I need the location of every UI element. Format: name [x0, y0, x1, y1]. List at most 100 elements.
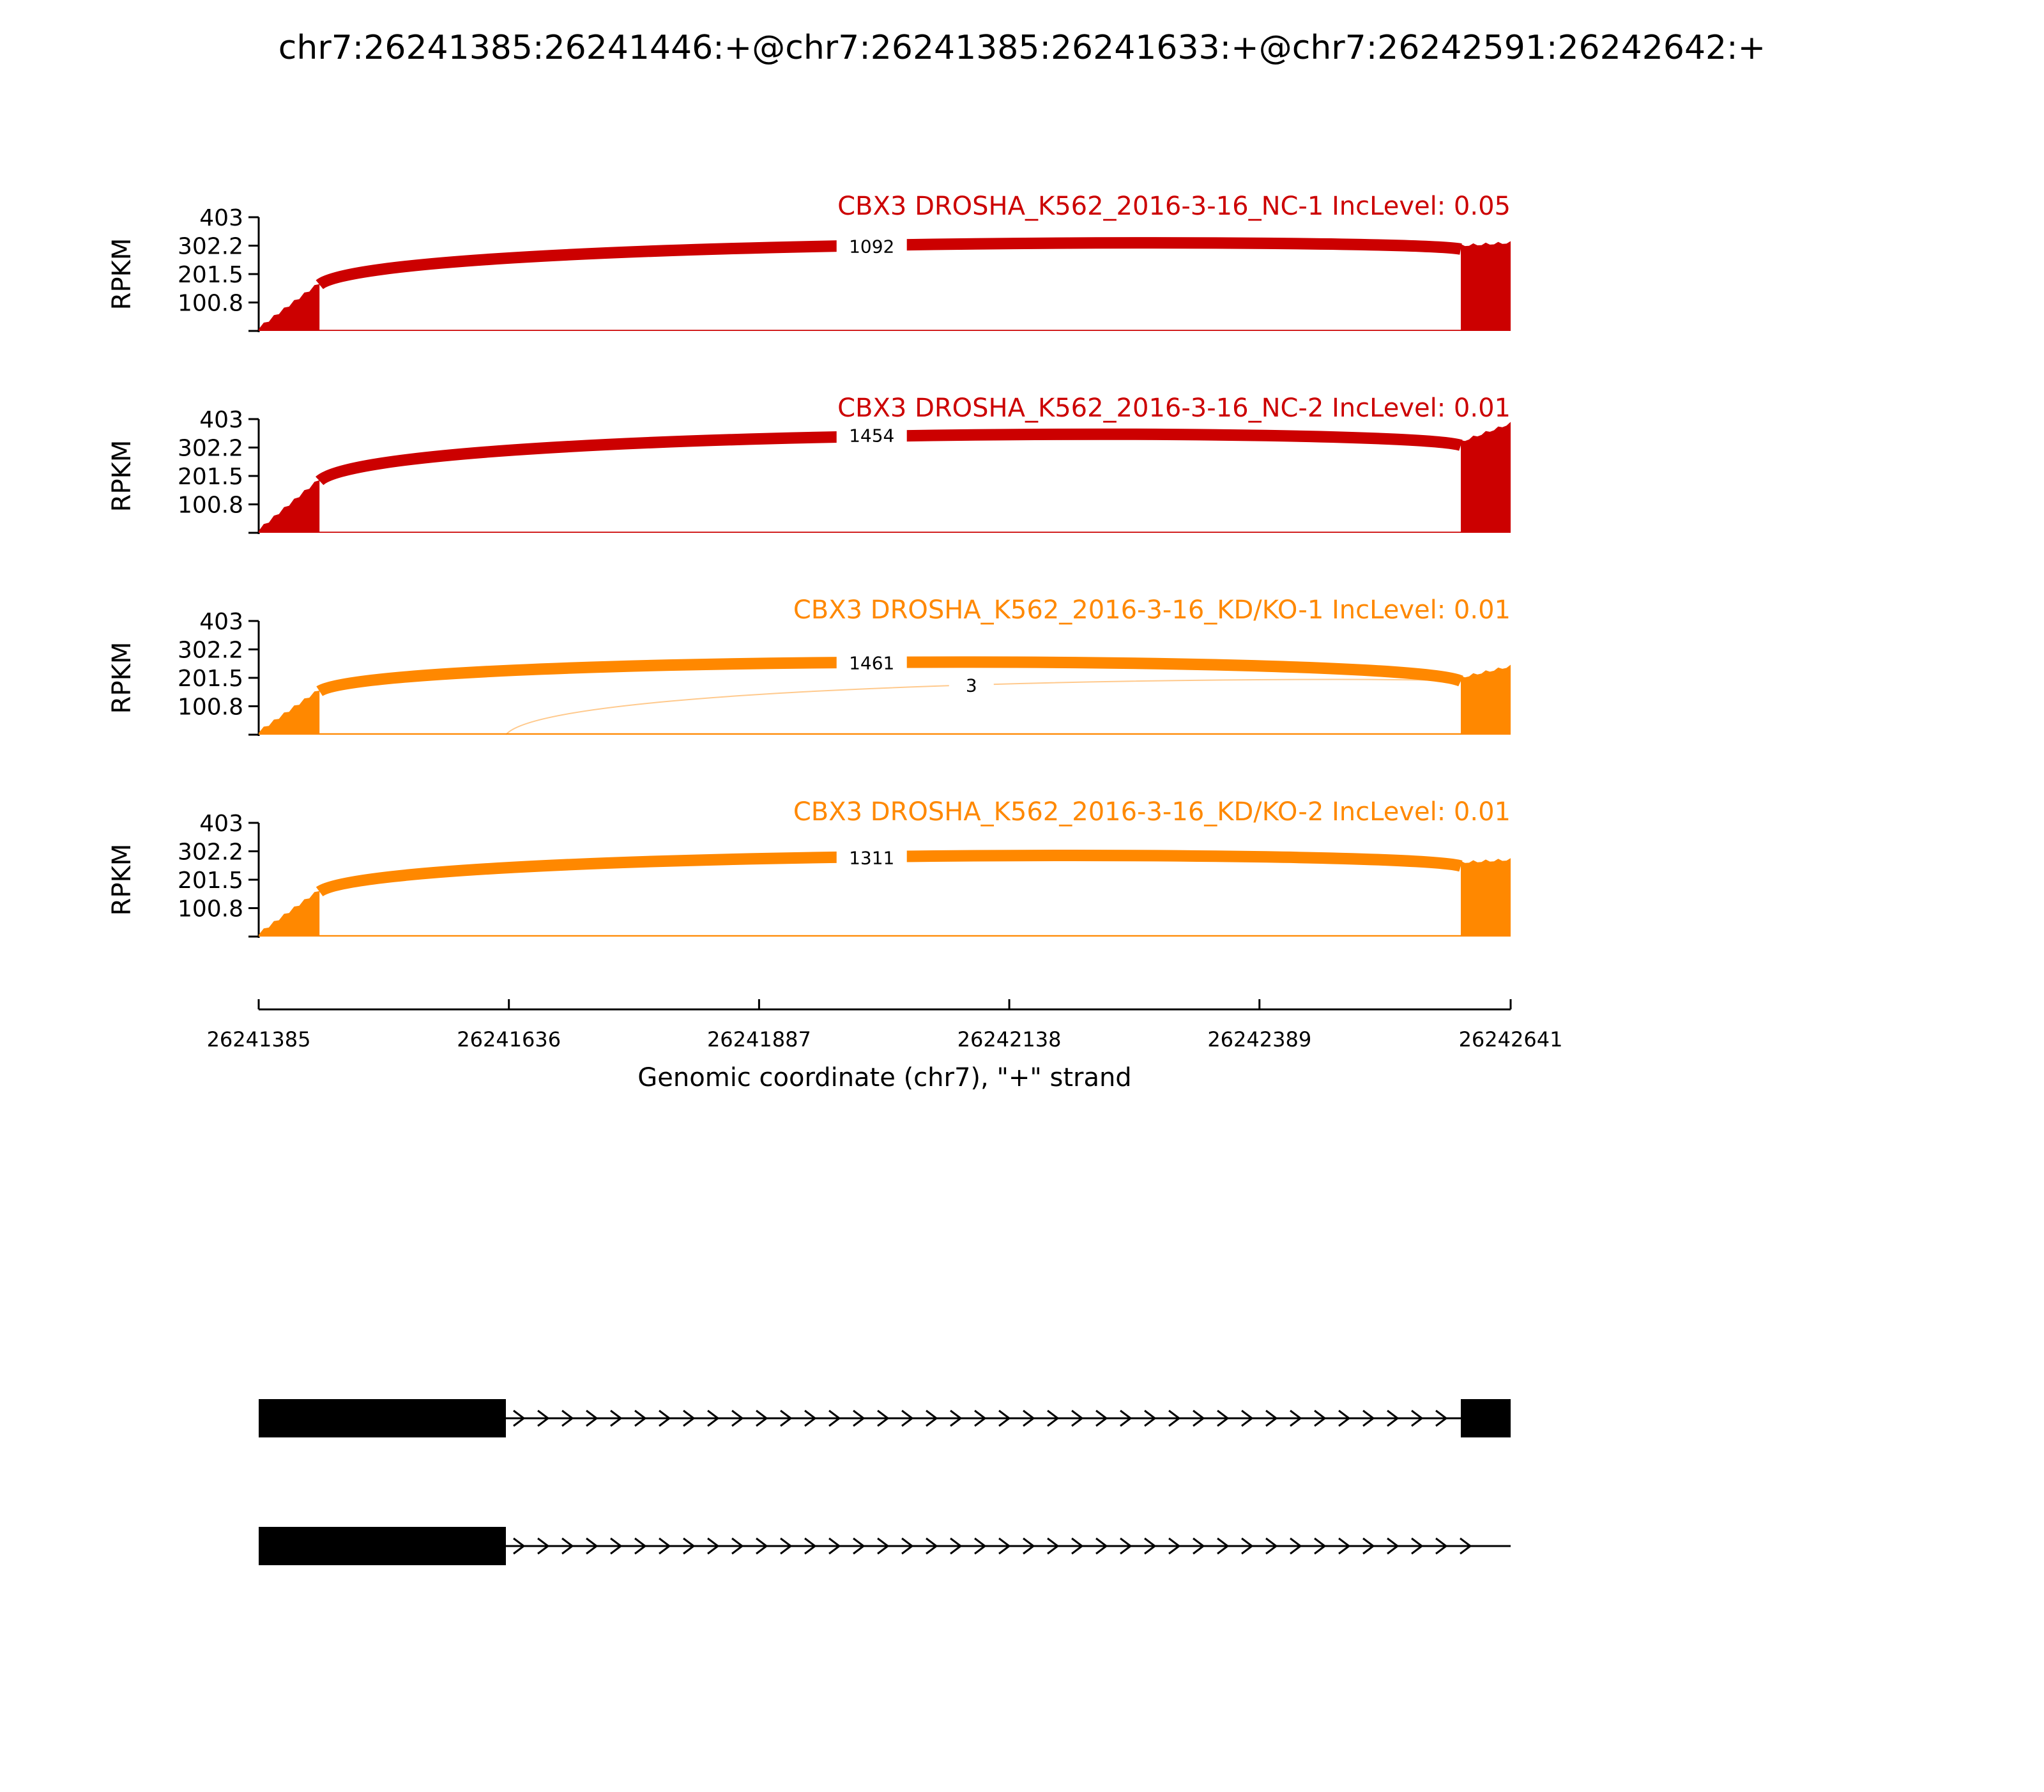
strand-chevron — [537, 1409, 550, 1427]
y-tick-label: 403 — [199, 407, 243, 433]
junction-count-box — [836, 422, 907, 448]
gene-model-track — [259, 1399, 1511, 1565]
x-tick-label: 26241385 — [207, 1027, 311, 1052]
y-tick-label: 302.2 — [178, 839, 243, 866]
strand-chevron — [1193, 1537, 1205, 1555]
y-tick-label: 302.2 — [178, 234, 243, 260]
y-tick-label: 201.5 — [178, 868, 243, 894]
y-axis-label: RPKM — [107, 642, 137, 714]
strand-chevron — [853, 1409, 866, 1427]
strand-chevron — [1047, 1537, 1060, 1555]
strand-chevron — [1095, 1409, 1108, 1427]
strand-chevron — [804, 1537, 817, 1555]
junction-count-box — [836, 233, 907, 259]
exon-block — [259, 1527, 507, 1565]
strand-chevron — [1290, 1537, 1302, 1555]
strand-chevron — [1217, 1409, 1230, 1427]
y-tick-label: 100.8 — [178, 694, 243, 720]
strand-chevron — [610, 1537, 623, 1555]
strand-chevron — [877, 1537, 890, 1555]
strand-chevron — [1023, 1409, 1035, 1427]
x-tick-label: 26242138 — [957, 1027, 1062, 1052]
strand-chevron — [561, 1409, 574, 1427]
y-axis-label: RPKM — [107, 844, 137, 916]
strand-chevron — [1168, 1537, 1181, 1555]
strand-chevron — [683, 1537, 696, 1555]
strand-chevron — [1265, 1537, 1278, 1555]
strand-chevron — [1435, 1537, 1448, 1555]
strand-chevron — [1362, 1537, 1375, 1555]
sample-label: CBX3 DROSHA_K562_2016-3-16_NC-2 IncLevel… — [837, 394, 1511, 423]
strand-chevron — [1144, 1409, 1157, 1427]
sample-label: CBX3 DROSHA_K562_2016-3-16_KD/KO-1 IncLe… — [793, 595, 1511, 625]
strand-chevron — [950, 1409, 963, 1427]
y-tick-label: 201.5 — [178, 464, 243, 490]
strand-chevron — [537, 1537, 550, 1555]
strand-chevron — [1120, 1537, 1133, 1555]
junction-count: 1092 — [849, 236, 894, 257]
strand-chevron — [998, 1537, 1011, 1555]
strand-chevron — [1435, 1409, 1448, 1427]
strand-chevron — [1338, 1409, 1351, 1427]
strand-chevron — [1411, 1537, 1424, 1555]
strand-chevron — [1071, 1537, 1084, 1555]
strand-chevron — [974, 1537, 987, 1555]
strand-chevron — [659, 1537, 671, 1555]
strand-chevron — [1387, 1409, 1400, 1427]
y-tick-label: 100.8 — [178, 896, 243, 922]
strand-chevron — [1265, 1409, 1278, 1427]
strand-chevron — [1144, 1537, 1157, 1555]
x-tick-label: 26242389 — [1207, 1027, 1311, 1052]
x-axis: 26241385 26241636 26241887 26242138 26242389… — [207, 999, 1563, 1052]
x-tick-label: 26241887 — [707, 1027, 811, 1052]
strand-chevron — [586, 1409, 599, 1427]
y-axis-label: RPKM — [107, 440, 137, 512]
sample-label: CBX3 DROSHA_K562_2016-3-16_NC-1 IncLevel… — [837, 192, 1511, 221]
strand-chevron — [1314, 1537, 1327, 1555]
y-axis-label: RPKM — [107, 238, 137, 310]
junction-count: 3 — [966, 675, 977, 696]
strand-chevron — [731, 1537, 744, 1555]
strand-chevron — [1217, 1537, 1230, 1555]
strand-chevron — [974, 1409, 987, 1427]
strand-chevron — [1387, 1537, 1400, 1555]
strand-chevron — [1411, 1409, 1424, 1427]
strand-chevron — [1362, 1409, 1375, 1427]
strand-chevron — [901, 1409, 914, 1427]
strand-chevron — [950, 1537, 963, 1555]
strand-chevron — [586, 1537, 599, 1555]
junction-count-box — [949, 672, 994, 698]
strand-chevron — [804, 1409, 817, 1427]
strand-chevron — [1168, 1409, 1181, 1427]
strand-chevron — [828, 1409, 841, 1427]
strand-chevron — [513, 1409, 526, 1427]
x-tick-label: 26241636 — [457, 1027, 561, 1052]
y-tick-label: 403 — [199, 609, 243, 635]
strand-chevron — [1095, 1537, 1108, 1555]
y-tick-label: 302.2 — [178, 638, 243, 664]
y-tick-label: 403 — [199, 811, 243, 837]
strand-chevron — [926, 1537, 938, 1555]
y-tick-label: 201.5 — [178, 262, 243, 288]
strand-chevron — [634, 1537, 647, 1555]
x-tick-label: 26242641 — [1459, 1027, 1563, 1052]
strand-chevron — [683, 1409, 696, 1427]
junction-count: 1311 — [849, 847, 894, 868]
junction-count-box — [836, 845, 907, 871]
strand-chevron — [1023, 1537, 1035, 1555]
y-tick-label: 403 — [199, 205, 243, 231]
strand-chevron — [610, 1409, 623, 1427]
strand-chevron — [1120, 1409, 1133, 1427]
strand-chevron — [1241, 1409, 1254, 1427]
junction-count: 1461 — [849, 652, 894, 673]
y-tick-label: 201.5 — [178, 666, 243, 692]
junction-count: 1454 — [849, 425, 894, 447]
strand-chevron — [731, 1409, 744, 1427]
strand-chevron — [1193, 1409, 1205, 1427]
chart-title: chr7:26241385:26241446:+@chr7:26241385:2… — [278, 29, 1766, 67]
